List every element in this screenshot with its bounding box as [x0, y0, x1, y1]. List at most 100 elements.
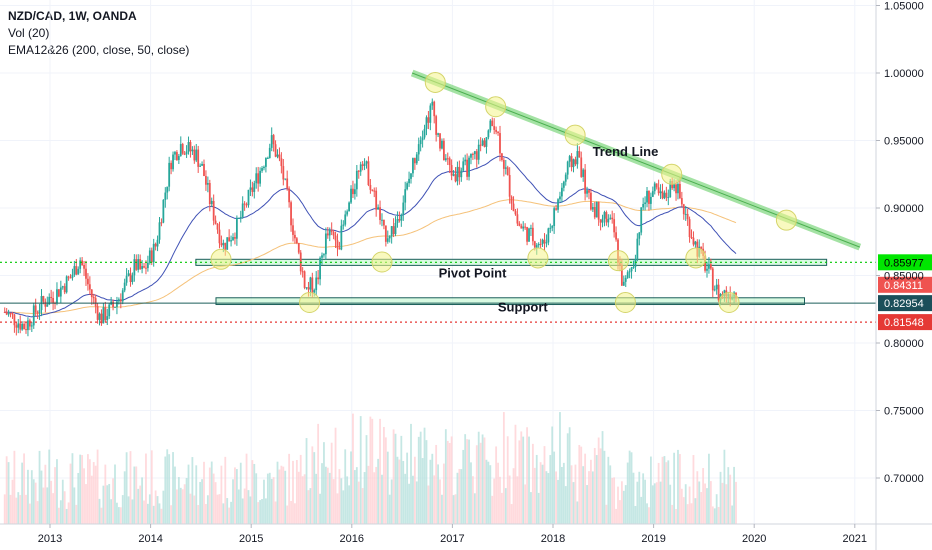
volume-bar	[346, 476, 349, 524]
time-axis[interactable]: 2013 2014 2015 2016 2017 2018 2019 2020 2021	[0, 523, 932, 545]
volume-bar	[7, 462, 10, 524]
volume-bar	[88, 459, 91, 524]
legend-ema: EMA12&26 (200, close, 50, close)	[8, 43, 190, 57]
candle	[52, 297, 54, 303]
volume-bar	[371, 418, 374, 524]
candle	[392, 226, 395, 235]
candle	[179, 144, 182, 157]
volume-bar	[197, 504, 200, 524]
volume-bar	[586, 485, 588, 524]
candle	[181, 144, 184, 154]
candle	[332, 231, 335, 236]
volume-bar	[680, 488, 683, 524]
candle	[154, 243, 157, 247]
volume-bar	[38, 450, 41, 524]
candle	[404, 189, 407, 203]
candle	[524, 226, 527, 228]
volume-bar	[116, 502, 118, 524]
volume-bar	[292, 460, 294, 524]
candle	[472, 153, 474, 155]
volume-bar	[148, 494, 151, 524]
candle	[187, 142, 190, 152]
level-badge	[878, 295, 932, 312]
candle	[427, 117, 430, 123]
candle	[460, 170, 463, 178]
volume-bar	[377, 458, 380, 524]
touch-point-circle	[210, 248, 232, 270]
candle	[32, 305, 35, 326]
volume-bar	[183, 484, 186, 524]
candle	[212, 200, 215, 221]
time-tick-label: 2014	[138, 533, 162, 545]
volume-bar	[50, 480, 53, 524]
volume-bar	[435, 444, 438, 524]
volume-bar	[311, 446, 314, 524]
candle	[251, 187, 254, 192]
volume-bar	[235, 469, 238, 524]
candle	[510, 196, 513, 204]
volume-bar	[591, 471, 594, 524]
candle	[531, 227, 534, 242]
volume-bar	[363, 472, 366, 524]
candle	[127, 273, 130, 276]
volume-bar	[613, 477, 616, 524]
candle	[69, 277, 72, 279]
candle	[673, 184, 676, 189]
candle	[50, 296, 53, 298]
candle	[243, 203, 246, 205]
volume-bar	[48, 449, 51, 524]
volume-bar	[150, 450, 153, 524]
candle	[429, 105, 432, 123]
candle	[342, 224, 345, 226]
volume-bar	[535, 454, 538, 524]
volume-bar	[462, 449, 465, 524]
price-tick-label: 0.90000	[884, 203, 924, 215]
volume-bar	[23, 453, 25, 524]
volume-bar	[675, 508, 677, 524]
candle	[520, 225, 523, 229]
candle	[295, 238, 298, 244]
volume-bar	[698, 481, 701, 524]
candle	[634, 259, 637, 268]
candle	[677, 183, 679, 194]
level-badge-label: 0.81548	[884, 317, 924, 329]
volume-bar	[524, 484, 527, 524]
candle	[649, 196, 652, 204]
candle	[297, 243, 300, 253]
volume-bar	[276, 461, 279, 524]
volume-bar	[562, 462, 565, 524]
volume-bar	[406, 452, 409, 524]
candle	[172, 154, 174, 170]
touch-point-circle	[424, 71, 446, 93]
price-axis[interactable]: 1.05000 1.00000 0.95000 0.90000 0.85000 0.800…	[875, 0, 924, 550]
volume-bar	[81, 455, 84, 524]
volume-bar	[121, 495, 124, 524]
candle	[152, 243, 155, 263]
candle	[688, 219, 691, 238]
candle	[450, 165, 453, 176]
volume-bar	[386, 451, 389, 524]
price-tick-label: 0.75000	[884, 406, 924, 418]
volume-bar	[65, 508, 68, 524]
volume-bar	[485, 459, 488, 524]
candle	[237, 217, 240, 219]
volume-bar	[96, 449, 99, 524]
volume-bar	[309, 488, 312, 524]
candle	[576, 151, 579, 165]
candle	[3, 311, 6, 313]
volume-bar	[85, 484, 87, 524]
volume-bar	[261, 499, 263, 524]
candle	[694, 241, 697, 245]
candle	[715, 284, 718, 290]
volume-bar	[468, 439, 470, 524]
volume-bar	[222, 503, 225, 524]
time-tick-label: 2016	[340, 533, 364, 545]
candle	[442, 140, 445, 161]
candle	[572, 159, 575, 168]
volume-bar	[206, 495, 209, 524]
volume-bar	[491, 495, 494, 524]
volume-bar	[299, 454, 302, 524]
candle	[261, 168, 263, 171]
volume-bar	[653, 483, 656, 524]
